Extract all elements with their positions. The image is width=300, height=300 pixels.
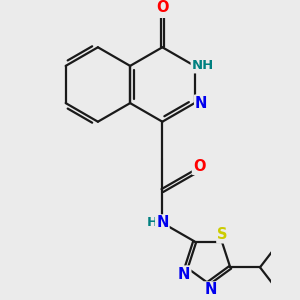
Text: O: O (193, 159, 206, 174)
Text: N: N (195, 96, 208, 111)
Text: N: N (178, 266, 190, 281)
Text: H: H (146, 216, 158, 230)
Text: N: N (204, 283, 217, 298)
Text: O: O (156, 0, 169, 15)
Text: NH: NH (192, 59, 214, 72)
Text: N: N (156, 215, 169, 230)
Text: S: S (217, 227, 228, 242)
